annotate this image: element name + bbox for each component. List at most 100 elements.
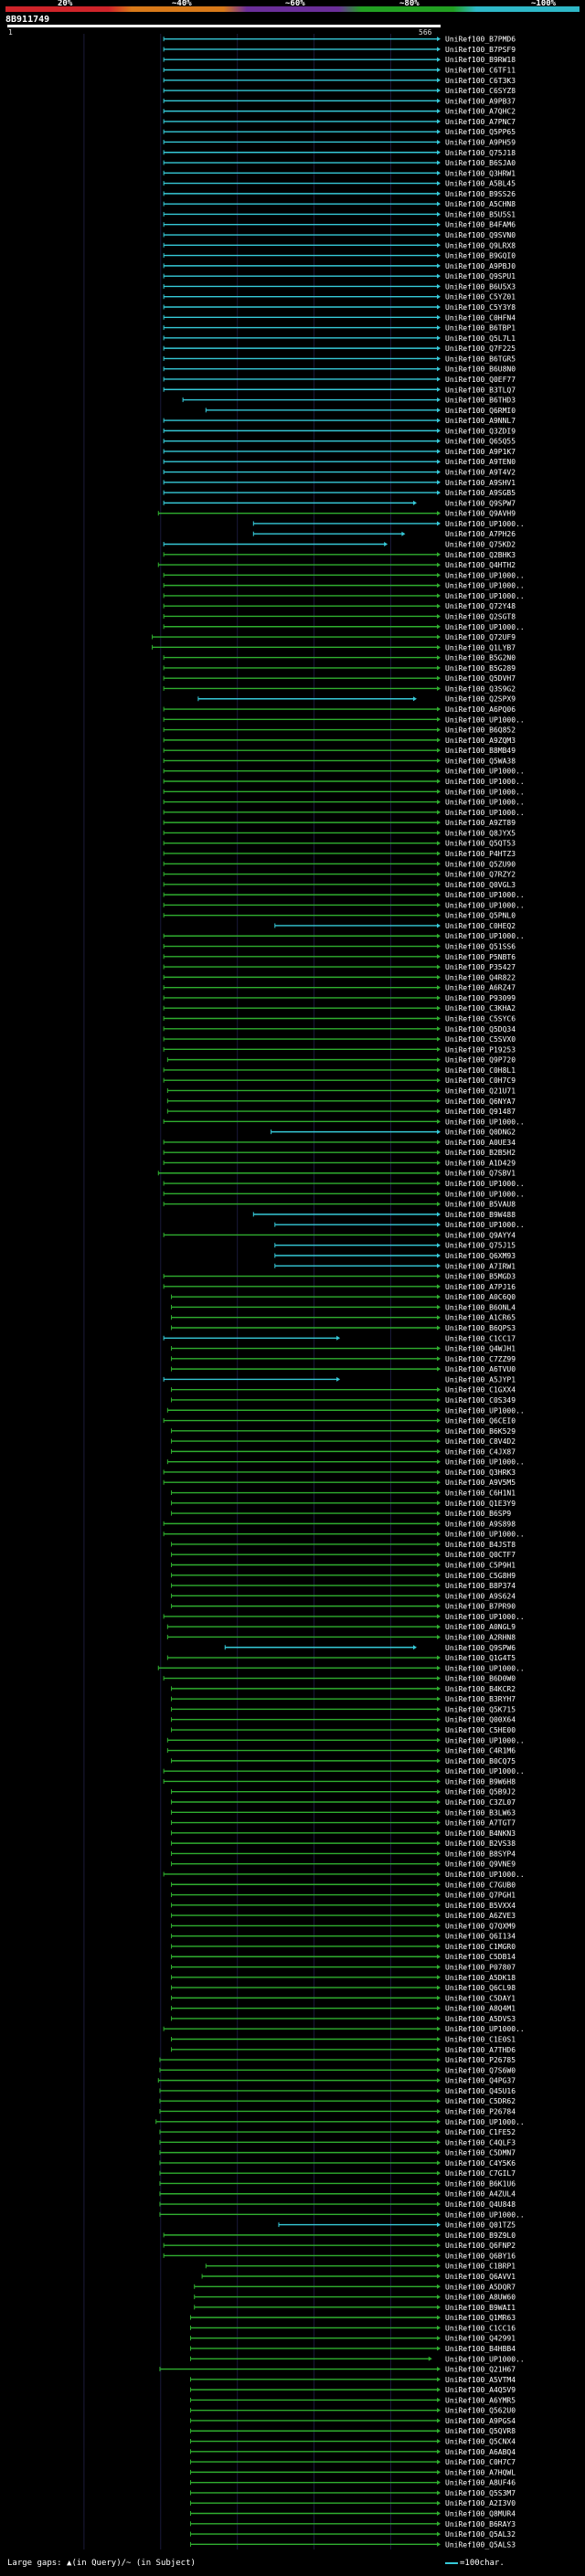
hit-row[interactable]: UniRef100_UP1000.. (163, 891, 525, 899)
hit-row[interactable]: UniRef100_B9W6H8 (163, 1777, 516, 1786)
hit-row[interactable]: UniRef100_A0UE34 (163, 1139, 516, 1147)
hit-accession[interactable]: UniRef100_A6PQ06 (445, 705, 516, 714)
hit-accession[interactable]: UniRef100_A5BL45 (445, 180, 516, 188)
hit-accession[interactable]: UniRef100_C1MGR0 (445, 1943, 516, 1951)
hit-row[interactable]: UniRef100_B6RAY3 (190, 2520, 516, 2528)
hit-accession[interactable]: UniRef100_B6TGR5 (445, 355, 516, 363)
hit-accession[interactable]: UniRef100_C5P9H1 (445, 1561, 516, 1569)
hit-row[interactable]: UniRef100_B9RW18 (163, 56, 516, 64)
hit-row[interactable]: UniRef100_B9GQI0 (163, 252, 516, 260)
hit-row[interactable]: UniRef100_B3TLQ7 (163, 386, 516, 394)
hit-accession[interactable]: UniRef100_Q45U16 (445, 2087, 516, 2095)
hit-row[interactable]: UniRef100_B4HBB4 (190, 2345, 516, 2353)
hit-accession[interactable]: UniRef100_UP1000.. (445, 1871, 525, 1879)
hit-accession[interactable]: UniRef100_UP1000.. (445, 2118, 525, 2126)
hit-row[interactable]: UniRef100_Q72UF9 (152, 633, 516, 641)
hit-row[interactable]: UniRef100_A9ZT89 (163, 819, 516, 827)
hit-row[interactable]: UniRef100_A9S898 (163, 1520, 516, 1528)
hit-row[interactable]: UniRef100_A7PJ16 (163, 1283, 516, 1291)
hit-row[interactable]: UniRef100_C3ZL07 (171, 1798, 516, 1807)
hit-row[interactable]: UniRef100_C1CC16 (190, 2324, 516, 2332)
hit-row[interactable]: UniRef100_A5VTM4 (190, 2376, 516, 2384)
hit-accession[interactable]: UniRef100_Q9AYY4 (445, 1231, 516, 1239)
hit-accession[interactable]: UniRef100_Q6BY16 (445, 2252, 516, 2260)
hit-accession[interactable]: UniRef100_P5NBT6 (445, 953, 516, 961)
hit-accession[interactable]: UniRef100_Q7SBV1 (445, 1170, 516, 1178)
hit-row[interactable]: UniRef100_Q0CTF7 (171, 1551, 516, 1559)
hit-accession[interactable]: UniRef100_Q5ALS3 (445, 2540, 516, 2549)
hit-row[interactable]: UniRef100_Q21U71 (166, 1087, 516, 1095)
hit-accession[interactable]: UniRef100_Q4WJH1 (445, 1345, 516, 1353)
hit-row[interactable]: UniRef100_A7PNC7 (163, 118, 516, 126)
hit-row[interactable]: UniRef100_UP1000.. (163, 1767, 525, 1776)
hit-accession[interactable]: UniRef100_Q5QVR8 (445, 2427, 516, 2435)
hit-accession[interactable]: UniRef100_C5SYC6 (445, 1015, 516, 1023)
hit-accession[interactable]: UniRef100_UP1000.. (445, 1531, 525, 1539)
hit-row[interactable]: UniRef100_B6K529 (171, 1427, 516, 1436)
hit-row[interactable]: UniRef100_C4Y5K6 (159, 2159, 516, 2168)
hit-row[interactable]: UniRef100_C6H1N1 (171, 1489, 516, 1498)
hit-row[interactable]: UniRef100_Q91487 (166, 1108, 516, 1116)
hit-accession[interactable]: UniRef100_B9GQI0 (445, 252, 516, 260)
hit-accession[interactable]: UniRef100_C6SYZ8 (445, 87, 516, 95)
hit-row[interactable]: UniRef100_UP1000.. (166, 1736, 525, 1744)
hit-accession[interactable]: UniRef100_A5DVS3 (445, 2015, 516, 2023)
hit-row[interactable]: UniRef100_Q42991 (190, 2335, 516, 2343)
hit-row[interactable]: UniRef100_A9T4V2 (163, 469, 516, 477)
hit-row[interactable]: UniRef100_C1E0S1 (171, 2036, 516, 2044)
hit-row[interactable]: UniRef100_A5DK18 (171, 1974, 516, 1982)
hit-row[interactable]: UniRef100_UP1000.. (163, 809, 525, 817)
hit-accession[interactable]: UniRef100_C6H1N1 (445, 1489, 516, 1498)
hit-accession[interactable]: UniRef100_Q1E3Y9 (445, 1500, 516, 1508)
hit-row[interactable]: UniRef100_Q4HTH2 (157, 561, 516, 569)
hit-row[interactable]: UniRef100_Q3ZDI9 (163, 427, 516, 435)
hit-row[interactable]: UniRef100_A4Q5V9 (190, 2386, 516, 2394)
hit-row[interactable]: UniRef100_Q5S3M7 (190, 2489, 516, 2497)
hit-row[interactable]: UniRef100_P93099 (163, 994, 516, 1002)
hit-row[interactable]: UniRef100_Q9P720 (166, 1056, 516, 1065)
hit-row[interactable]: UniRef100_B9W488 (252, 1211, 516, 1219)
hit-accession[interactable]: UniRef100_B6U8N0 (445, 366, 516, 374)
hit-accession[interactable]: UniRef100_Q5AL32 (445, 2530, 516, 2539)
hit-row[interactable]: UniRef100_Q7PGH1 (171, 1892, 516, 1900)
hit-accession[interactable]: UniRef100_A0C6Q0 (445, 1293, 516, 1301)
hit-accession[interactable]: UniRef100_P26784 (445, 2107, 516, 2115)
hit-row[interactable]: UniRef100_Q5DQ34 (163, 1025, 516, 1034)
hit-accession[interactable]: UniRef100_B6THD3 (445, 397, 516, 405)
hit-row[interactable]: UniRef100_Q9AYY4 (163, 1231, 516, 1239)
hit-row[interactable]: UniRef100_C1FE52 (159, 2128, 516, 2136)
hit-accession[interactable]: UniRef100_A2I3V0 (445, 2499, 516, 2507)
hit-row[interactable]: UniRef100_Q0EF77 (163, 376, 516, 384)
hit-accession[interactable]: UniRef100_UP1000.. (445, 716, 525, 724)
hit-row[interactable]: UniRef100_B4JST8 (171, 1541, 516, 1549)
hit-accession[interactable]: UniRef100_A9PBJ0 (445, 262, 516, 270)
hit-accession[interactable]: UniRef100_Q72UF9 (445, 633, 516, 641)
hit-row[interactable]: UniRef100_B9SS26 (163, 190, 516, 198)
hit-accession[interactable]: UniRef100_Q5PNL0 (445, 912, 516, 920)
hit-row[interactable]: UniRef100_Q7F225 (163, 345, 516, 353)
hit-row[interactable]: UniRef100_A8UW60 (194, 2294, 516, 2302)
hit-accession[interactable]: UniRef100_A7PH26 (445, 530, 516, 538)
hit-accession[interactable]: UniRef100_C3KHA2 (445, 1004, 516, 1012)
hit-accession[interactable]: UniRef100_B9W6H8 (445, 1777, 516, 1786)
hit-row[interactable]: UniRef100_B8P374 (171, 1582, 516, 1590)
hit-accession[interactable]: UniRef100_Q8JYX5 (445, 829, 516, 837)
hit-accession[interactable]: UniRef100_C4R1M6 (445, 1747, 516, 1755)
hit-accession[interactable]: UniRef100_Q7RZY2 (445, 871, 516, 879)
hit-row[interactable]: UniRef100_UP1000.. (166, 1458, 525, 1467)
hit-row[interactable]: UniRef100_B5U5S1 (163, 210, 516, 218)
hit-row[interactable]: UniRef100_A1D429 (163, 1159, 516, 1167)
hit-row[interactable]: UniRef100_Q5AL32 (190, 2530, 516, 2539)
hit-row[interactable]: UniRef100_B5VXX4 (171, 1902, 516, 1910)
hit-accession[interactable]: UniRef100_Q9VNE9 (445, 1860, 516, 1869)
hit-accession[interactable]: UniRef100_UP1000.. (445, 1664, 525, 1672)
hit-row[interactable]: UniRef100_C1GXX4 (171, 1386, 516, 1394)
hit-accession[interactable]: UniRef100_Q5DQ34 (445, 1025, 516, 1034)
hit-row[interactable]: UniRef100_B6U8N0 (163, 366, 516, 374)
hit-row[interactable]: UniRef100_P19253 (163, 1045, 516, 1054)
hit-accession[interactable]: UniRef100_C5HE00 (445, 1726, 516, 1734)
hit-row[interactable]: UniRef100_C5HE00 (171, 1726, 516, 1734)
hit-row[interactable]: UniRef100_A7THD6 (171, 2046, 516, 2054)
hit-row[interactable]: UniRef100_C6T3K3 (163, 77, 516, 85)
hit-accession[interactable]: UniRef100_A7TGT7 (445, 1819, 516, 1828)
